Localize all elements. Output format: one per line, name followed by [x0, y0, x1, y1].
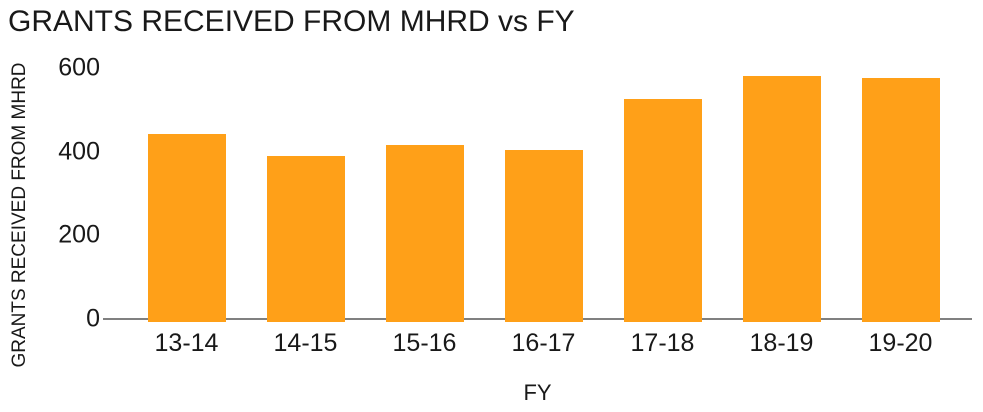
- bar-13-14: [147, 134, 226, 322]
- bar-slot: 14-15: [246, 68, 365, 356]
- x-tick-label: 15-16: [392, 329, 457, 357]
- x-tick-label: 19-20: [868, 329, 933, 357]
- x-axis-title: FY: [523, 380, 552, 405]
- bar-15-16: [385, 144, 464, 322]
- plot-area: 13-14 14-15 15-16 16-17 17-18 18-19 19-20: [127, 68, 960, 356]
- chart-title: GRANTS RECEIVED FROM MHRD vs FY: [8, 5, 575, 38]
- x-tick-label: 17-18: [630, 329, 695, 357]
- x-tick-label: 16-17: [511, 329, 576, 357]
- y-axis-tick-labels: 0 200 400 600: [0, 0, 100, 412]
- bar-slot: 19-20: [841, 68, 960, 356]
- bar-19-20: [861, 78, 940, 322]
- bar-17-18: [623, 98, 702, 322]
- bar-slot: 17-18: [603, 68, 722, 356]
- bar-slot: 16-17: [484, 68, 603, 356]
- bar-14-15: [266, 156, 345, 322]
- bar-slot: 18-19: [722, 68, 841, 356]
- y-tick-label: 600: [58, 53, 100, 82]
- bar-slot: 15-16: [365, 68, 484, 356]
- x-tick-label: 14-15: [273, 329, 338, 357]
- bar-18-19: [742, 76, 821, 322]
- y-tick-label: 200: [58, 220, 100, 249]
- y-tick-label: 400: [58, 137, 100, 166]
- x-tick-label: 18-19: [749, 329, 814, 357]
- bar-16-17: [504, 150, 583, 322]
- y-tick-label: 0: [86, 304, 100, 333]
- bar-slot: 13-14: [127, 68, 246, 356]
- x-tick-label: 13-14: [154, 329, 219, 357]
